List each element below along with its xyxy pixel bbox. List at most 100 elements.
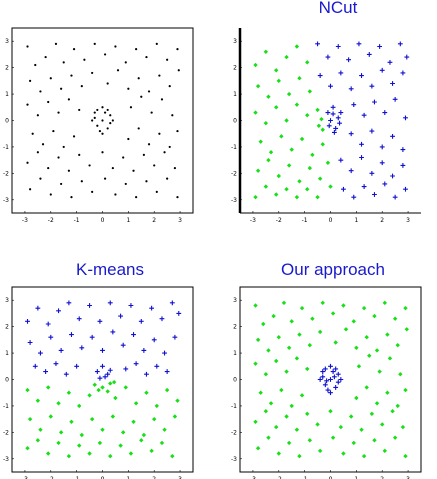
data-point-diamond <box>286 440 292 446</box>
data-point-diamond <box>294 194 300 200</box>
data-point-plus <box>144 371 149 377</box>
data-point <box>111 119 114 122</box>
data-point-plus <box>369 83 375 89</box>
data-point-diamond <box>141 432 147 438</box>
data-point-diamond <box>139 438 144 443</box>
data-point <box>103 53 107 56</box>
data-point-plus <box>138 318 144 324</box>
y-tick-label: 2 <box>5 65 9 72</box>
data-point <box>109 114 112 117</box>
data-point <box>62 61 65 64</box>
scatter-plot-our-approach: -3 -2 -1 0 1 2 3 3 2 1 0 -1 -2 -3 <box>231 286 422 479</box>
y-tick-label: -3 <box>3 197 9 204</box>
data-point-plus <box>79 345 85 351</box>
data-point <box>62 145 65 149</box>
data-point-plus <box>317 73 323 78</box>
data-point-plus <box>100 348 105 353</box>
data-point <box>34 63 37 67</box>
data-point-plus <box>43 369 49 374</box>
data-point-plus <box>372 192 377 197</box>
data-point-diamond <box>274 358 279 364</box>
x-tick-label: -2 <box>48 476 54 479</box>
x-tick-label: -1 <box>74 476 80 479</box>
data-point-diamond <box>66 390 72 395</box>
data-point-diamond <box>387 356 393 361</box>
y-tick-label: -2 <box>3 429 9 436</box>
scatter-plot-kmeans: -3 -2 -1 0 1 2 3 3 2 1 0 -1 -2 -3 <box>3 286 194 479</box>
data-point-diamond <box>400 424 406 430</box>
data-point <box>70 196 73 199</box>
data-point <box>80 85 83 88</box>
data-point-diamond <box>319 116 324 122</box>
y-tick-label: 1 <box>233 350 237 357</box>
data-point-plus <box>338 70 344 76</box>
data-point-diamond <box>27 416 33 422</box>
data-point-plus <box>69 332 74 337</box>
data-point-diamond <box>404 327 409 332</box>
data-point <box>155 42 158 45</box>
data-point <box>176 196 179 199</box>
data-point-plus <box>403 186 408 192</box>
data-point-plus <box>330 111 336 117</box>
data-point-diamond <box>372 313 377 319</box>
data-point-diamond <box>374 348 380 353</box>
data-point-plus <box>164 369 170 374</box>
data-point <box>29 188 32 191</box>
data-point-diamond <box>338 424 344 430</box>
data-point-plus <box>322 366 328 372</box>
data-point-plus <box>330 369 336 374</box>
data-point-plus <box>128 303 134 308</box>
data-point-diamond <box>164 387 170 393</box>
data-point-diamond <box>385 390 390 395</box>
data-point-plus <box>390 173 395 179</box>
data-point-diamond <box>284 369 289 374</box>
data-point-diamond <box>380 422 385 427</box>
data-point <box>106 82 109 85</box>
data-point-diamond <box>398 372 403 377</box>
data-point-plus <box>74 363 80 369</box>
data-point-plus <box>320 374 326 380</box>
data-point <box>67 169 70 172</box>
data-point-diamond <box>364 385 369 390</box>
x-tick-label: -2 <box>276 476 282 479</box>
data-point-plus <box>94 369 100 374</box>
data-point <box>135 48 138 51</box>
data-point-diamond <box>175 398 180 403</box>
data-point-diamond <box>35 438 41 443</box>
data-point <box>39 90 42 93</box>
y-tick-label: -1 <box>3 403 9 410</box>
data-point-diamond <box>48 414 53 419</box>
data-point-diamond <box>266 348 271 353</box>
data-point <box>124 61 127 64</box>
data-point <box>93 116 96 119</box>
data-point-diamond <box>255 168 261 173</box>
data-point-diamond <box>316 123 322 128</box>
data-point <box>91 119 94 122</box>
data-point-plus <box>335 44 341 49</box>
data-point-plus <box>335 115 341 121</box>
data-point <box>54 42 58 45</box>
data-point-diamond <box>89 416 95 422</box>
data-point-diamond <box>307 89 313 94</box>
data-point-plus <box>38 350 43 356</box>
data-point-diamond <box>284 414 289 419</box>
data-point-diamond <box>79 432 85 438</box>
data-point <box>145 55 148 59</box>
data-point-diamond <box>310 152 315 158</box>
data-point-diamond <box>38 427 43 432</box>
data-point-plus <box>337 120 342 126</box>
y-tick-label: 2 <box>233 65 237 72</box>
data-point-plus <box>392 194 398 200</box>
chart-title-ncut: NCut <box>318 0 358 17</box>
data-point-diamond <box>369 411 375 417</box>
y-tick-label: 0 <box>5 377 9 384</box>
data-point-diamond <box>266 94 271 99</box>
data-point-diamond <box>255 446 261 451</box>
data-point <box>158 132 161 135</box>
data-point <box>166 58 169 61</box>
data-point-plus <box>369 128 375 134</box>
y-tick-label: 2 <box>5 324 9 331</box>
data-point-plus <box>392 96 398 102</box>
data-point-diamond <box>152 416 157 422</box>
chart-title-kmeans: K-means <box>75 260 145 279</box>
